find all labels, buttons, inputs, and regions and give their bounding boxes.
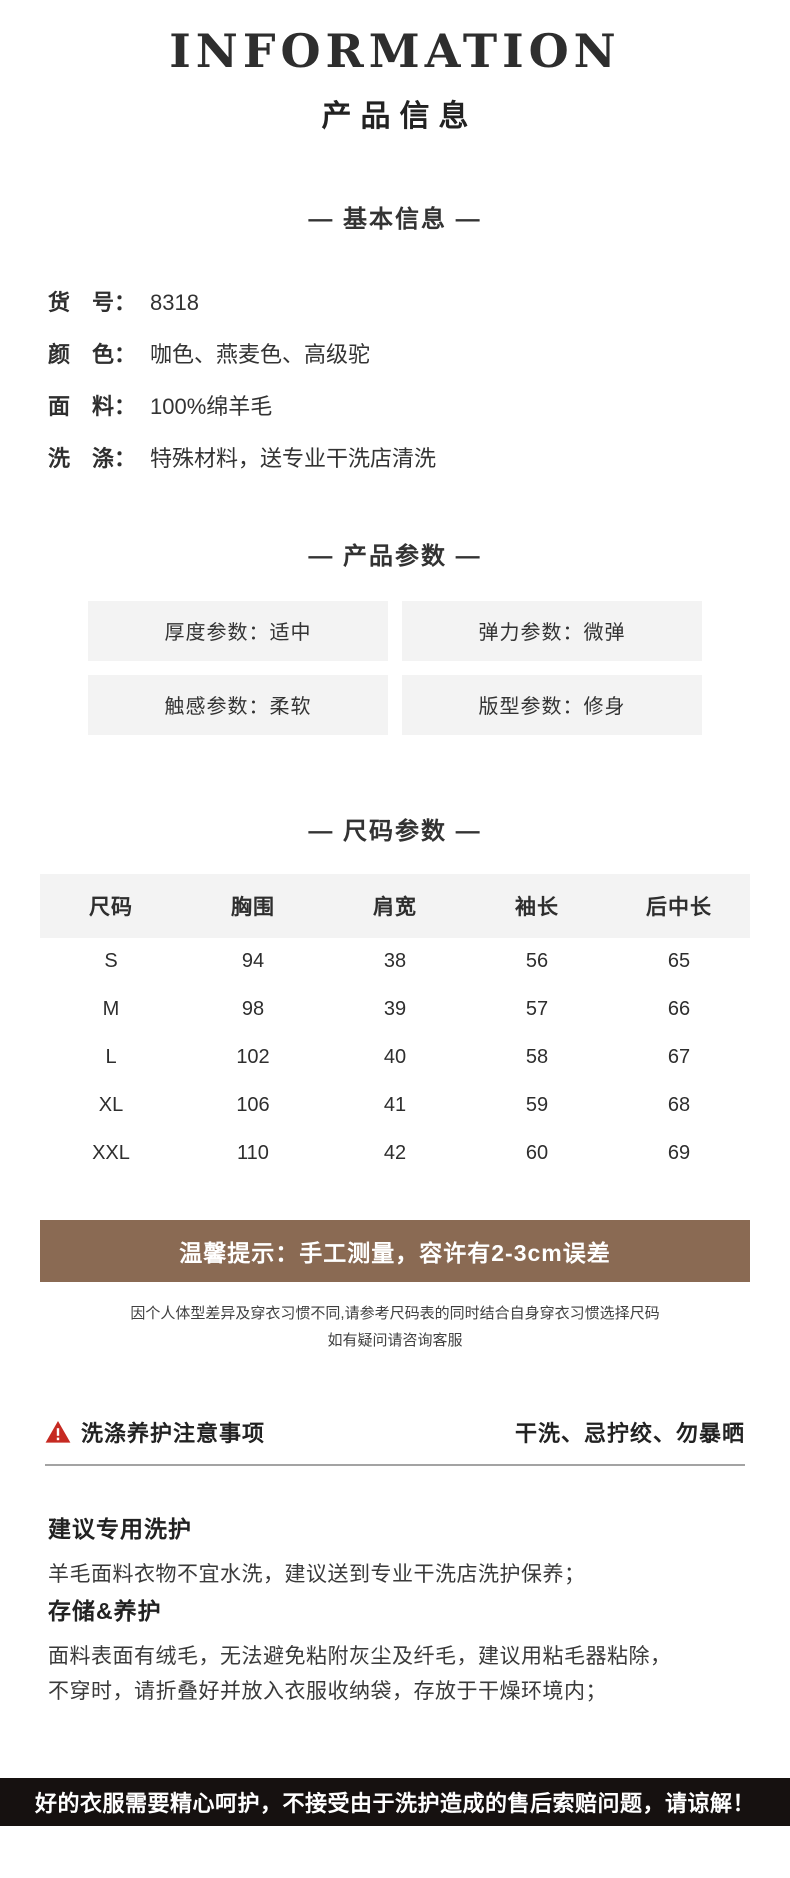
size-table-cell: 57 — [525, 998, 549, 1021]
size-table-cell: S — [104, 950, 118, 973]
basic-info-row: 面 料： 100%绵羊毛 — [48, 394, 790, 419]
product-info-page: INFORMATION 产品信息 — 基本信息 — 货 号： 8318 颜 色： 咖… — [0, 24, 790, 1826]
basic-info-label: 颜 色： — [48, 341, 137, 367]
size-table-cell: 98 — [241, 998, 265, 1021]
care-heading-left: 洗涤养护注意事项 — [45, 1416, 265, 1448]
size-table-row: L 102 40 58 67 — [40, 1034, 750, 1082]
size-table-cell: 94 — [241, 950, 265, 973]
size-notes: 因个人体型差异及穿衣习惯不同,请参考尺码表的同时结合自身穿衣习惯选择尺码 如有疑… — [0, 1300, 790, 1354]
product-params-grid: 厚度参数：适中 弹力参数：微弹 触感参数：柔软 版型参数：修身 — [88, 600, 702, 735]
care-section-body: 面料表面有绒毛，无法避免粘附灰尘及纤毛，建议用粘毛器粘除，不穿时，请折叠好并放入… — [48, 1645, 672, 1704]
size-table-row: M 98 39 57 66 — [40, 986, 750, 1034]
size-table-cell: 68 — [667, 1094, 691, 1117]
size-note-line1: 因个人体型差异及穿衣习惯不同,请参考尺码表的同时结合自身穿衣习惯选择尺码 — [130, 1304, 660, 1322]
size-table-cell: 40 — [383, 1046, 407, 1069]
size-table-cell: XL — [98, 1094, 124, 1117]
warning-triangle-icon — [45, 1420, 71, 1444]
basic-info-value: 100%绵羊毛 — [150, 394, 273, 420]
size-table-cell: 41 — [383, 1094, 407, 1117]
size-table-cell: 65 — [667, 950, 691, 973]
size-table-cell: 69 — [667, 1142, 691, 1165]
size-table-cell: 67 — [667, 1046, 691, 1069]
basic-info-list: 货 号： 8318 颜 色： 咖色、燕麦色、高级驼 面 料： 100%绵羊毛 洗 涤：… — [48, 290, 790, 472]
size-table-cell: 106 — [236, 1094, 270, 1117]
size-table-cell: 39 — [383, 998, 407, 1021]
param-box: 触感参数：柔软 — [88, 674, 388, 735]
measurement-tip-banner: 温馨提示：手工测量，容许有2-3cm误差 — [40, 1219, 750, 1282]
section-heading-basic-info: — 基本信息 — — [308, 205, 482, 233]
basic-info-label: 面 料： — [48, 394, 137, 420]
basic-info-value: 8318 — [150, 289, 199, 315]
size-table-cell: 66 — [667, 998, 691, 1021]
section-heading-size-params: — 尺码参数 — — [308, 817, 482, 845]
size-table-row: XXL 110 42 60 69 — [40, 1130, 750, 1178]
basic-info-row: 洗 涤： 特殊材料，送专业干洗店清洗 — [48, 446, 790, 471]
care-section-body: 羊毛面料衣物不宜水洗，建议送到专业干洗店洗护保养； — [48, 1562, 586, 1586]
size-table-header-cell: 后中长 — [608, 873, 750, 938]
basic-info-label: 洗 涤： — [48, 446, 137, 472]
size-table-cell: 58 — [525, 1046, 549, 1069]
size-table-header-cell: 肩宽 — [324, 873, 466, 938]
size-table-cell: 59 — [525, 1094, 549, 1117]
size-table-cell: 102 — [236, 1046, 270, 1069]
care-sections: 建议专用洗护 羊毛面料衣物不宜水洗，建议送到专业干洗店洗护保养； 存储&养护 面… — [48, 1510, 742, 1710]
basic-info-label: 货 号： — [48, 289, 137, 315]
size-table-cell: 60 — [525, 1142, 549, 1165]
size-table-row: XL 106 41 59 68 — [40, 1082, 750, 1130]
size-table-cell: 42 — [383, 1142, 407, 1165]
care-section: 存储&养护 面料表面有绒毛，无法避免粘附灰尘及纤毛，建议用粘毛器粘除，不穿时，请… — [48, 1592, 742, 1709]
basic-info-row: 货 号： 8318 — [48, 290, 790, 315]
page-title-en: INFORMATION — [169, 24, 621, 78]
param-box: 厚度参数：适中 — [88, 600, 388, 661]
footer-notice-bar: 好的衣服需要精心呵护，不接受由于洗护造成的售后索赔问题，请谅解！ — [0, 1777, 790, 1826]
size-table-cell: M — [102, 998, 120, 1021]
divider-line — [45, 1463, 745, 1466]
care-section: 建议专用洗护 羊毛面料衣物不宜水洗，建议送到专业干洗店洗护保养； — [48, 1510, 742, 1593]
size-table-row: S 94 38 56 65 — [40, 938, 750, 986]
care-heading-right: 干洗、忌拧绞、勿暴晒 — [514, 1420, 745, 1446]
care-section-title: 建议专用洗护 — [48, 1515, 192, 1542]
size-table: 尺码 胸围 肩宽 袖长 后中长 S 94 38 56 65 M 98 39 57 66 L 102 40 58… — [40, 873, 750, 1178]
page-title-cn: 产品信息 — [321, 99, 478, 133]
param-box: 弹力参数：微弹 — [402, 600, 702, 661]
section-heading-product-params: — 产品参数 — — [308, 542, 482, 570]
care-heading-row: 洗涤养护注意事项 干洗、忌拧绞、勿暴晒 — [45, 1416, 745, 1448]
param-box: 版型参数：修身 — [402, 674, 702, 735]
size-note-line2: 如有疑问请咨询客服 — [327, 1331, 463, 1349]
size-table-cell: 56 — [525, 950, 549, 973]
size-table-header-row: 尺码 胸围 肩宽 袖长 后中长 — [40, 873, 750, 938]
size-table-header-cell: 袖长 — [466, 873, 608, 938]
size-table-body: S 94 38 56 65 M 98 39 57 66 L 102 40 58 67 XL 106 41 59… — [40, 938, 750, 1178]
size-table-cell: 38 — [383, 950, 407, 973]
basic-info-row: 颜 色： 咖色、燕麦色、高级驼 — [48, 342, 790, 367]
size-table-cell: L — [105, 1046, 117, 1069]
size-table-cell: XXL — [92, 1142, 130, 1165]
size-table-header-cell: 尺码 — [40, 873, 182, 938]
basic-info-value: 特殊材料，送专业干洗店清洗 — [150, 446, 437, 472]
size-table-header-cell: 胸围 — [182, 873, 324, 938]
basic-info-value: 咖色、燕麦色、高级驼 — [150, 341, 371, 367]
care-heading: 洗涤养护注意事项 — [81, 1420, 266, 1446]
size-table-cell: 110 — [237, 1142, 269, 1165]
care-section-title: 存储&养护 — [48, 1598, 162, 1625]
